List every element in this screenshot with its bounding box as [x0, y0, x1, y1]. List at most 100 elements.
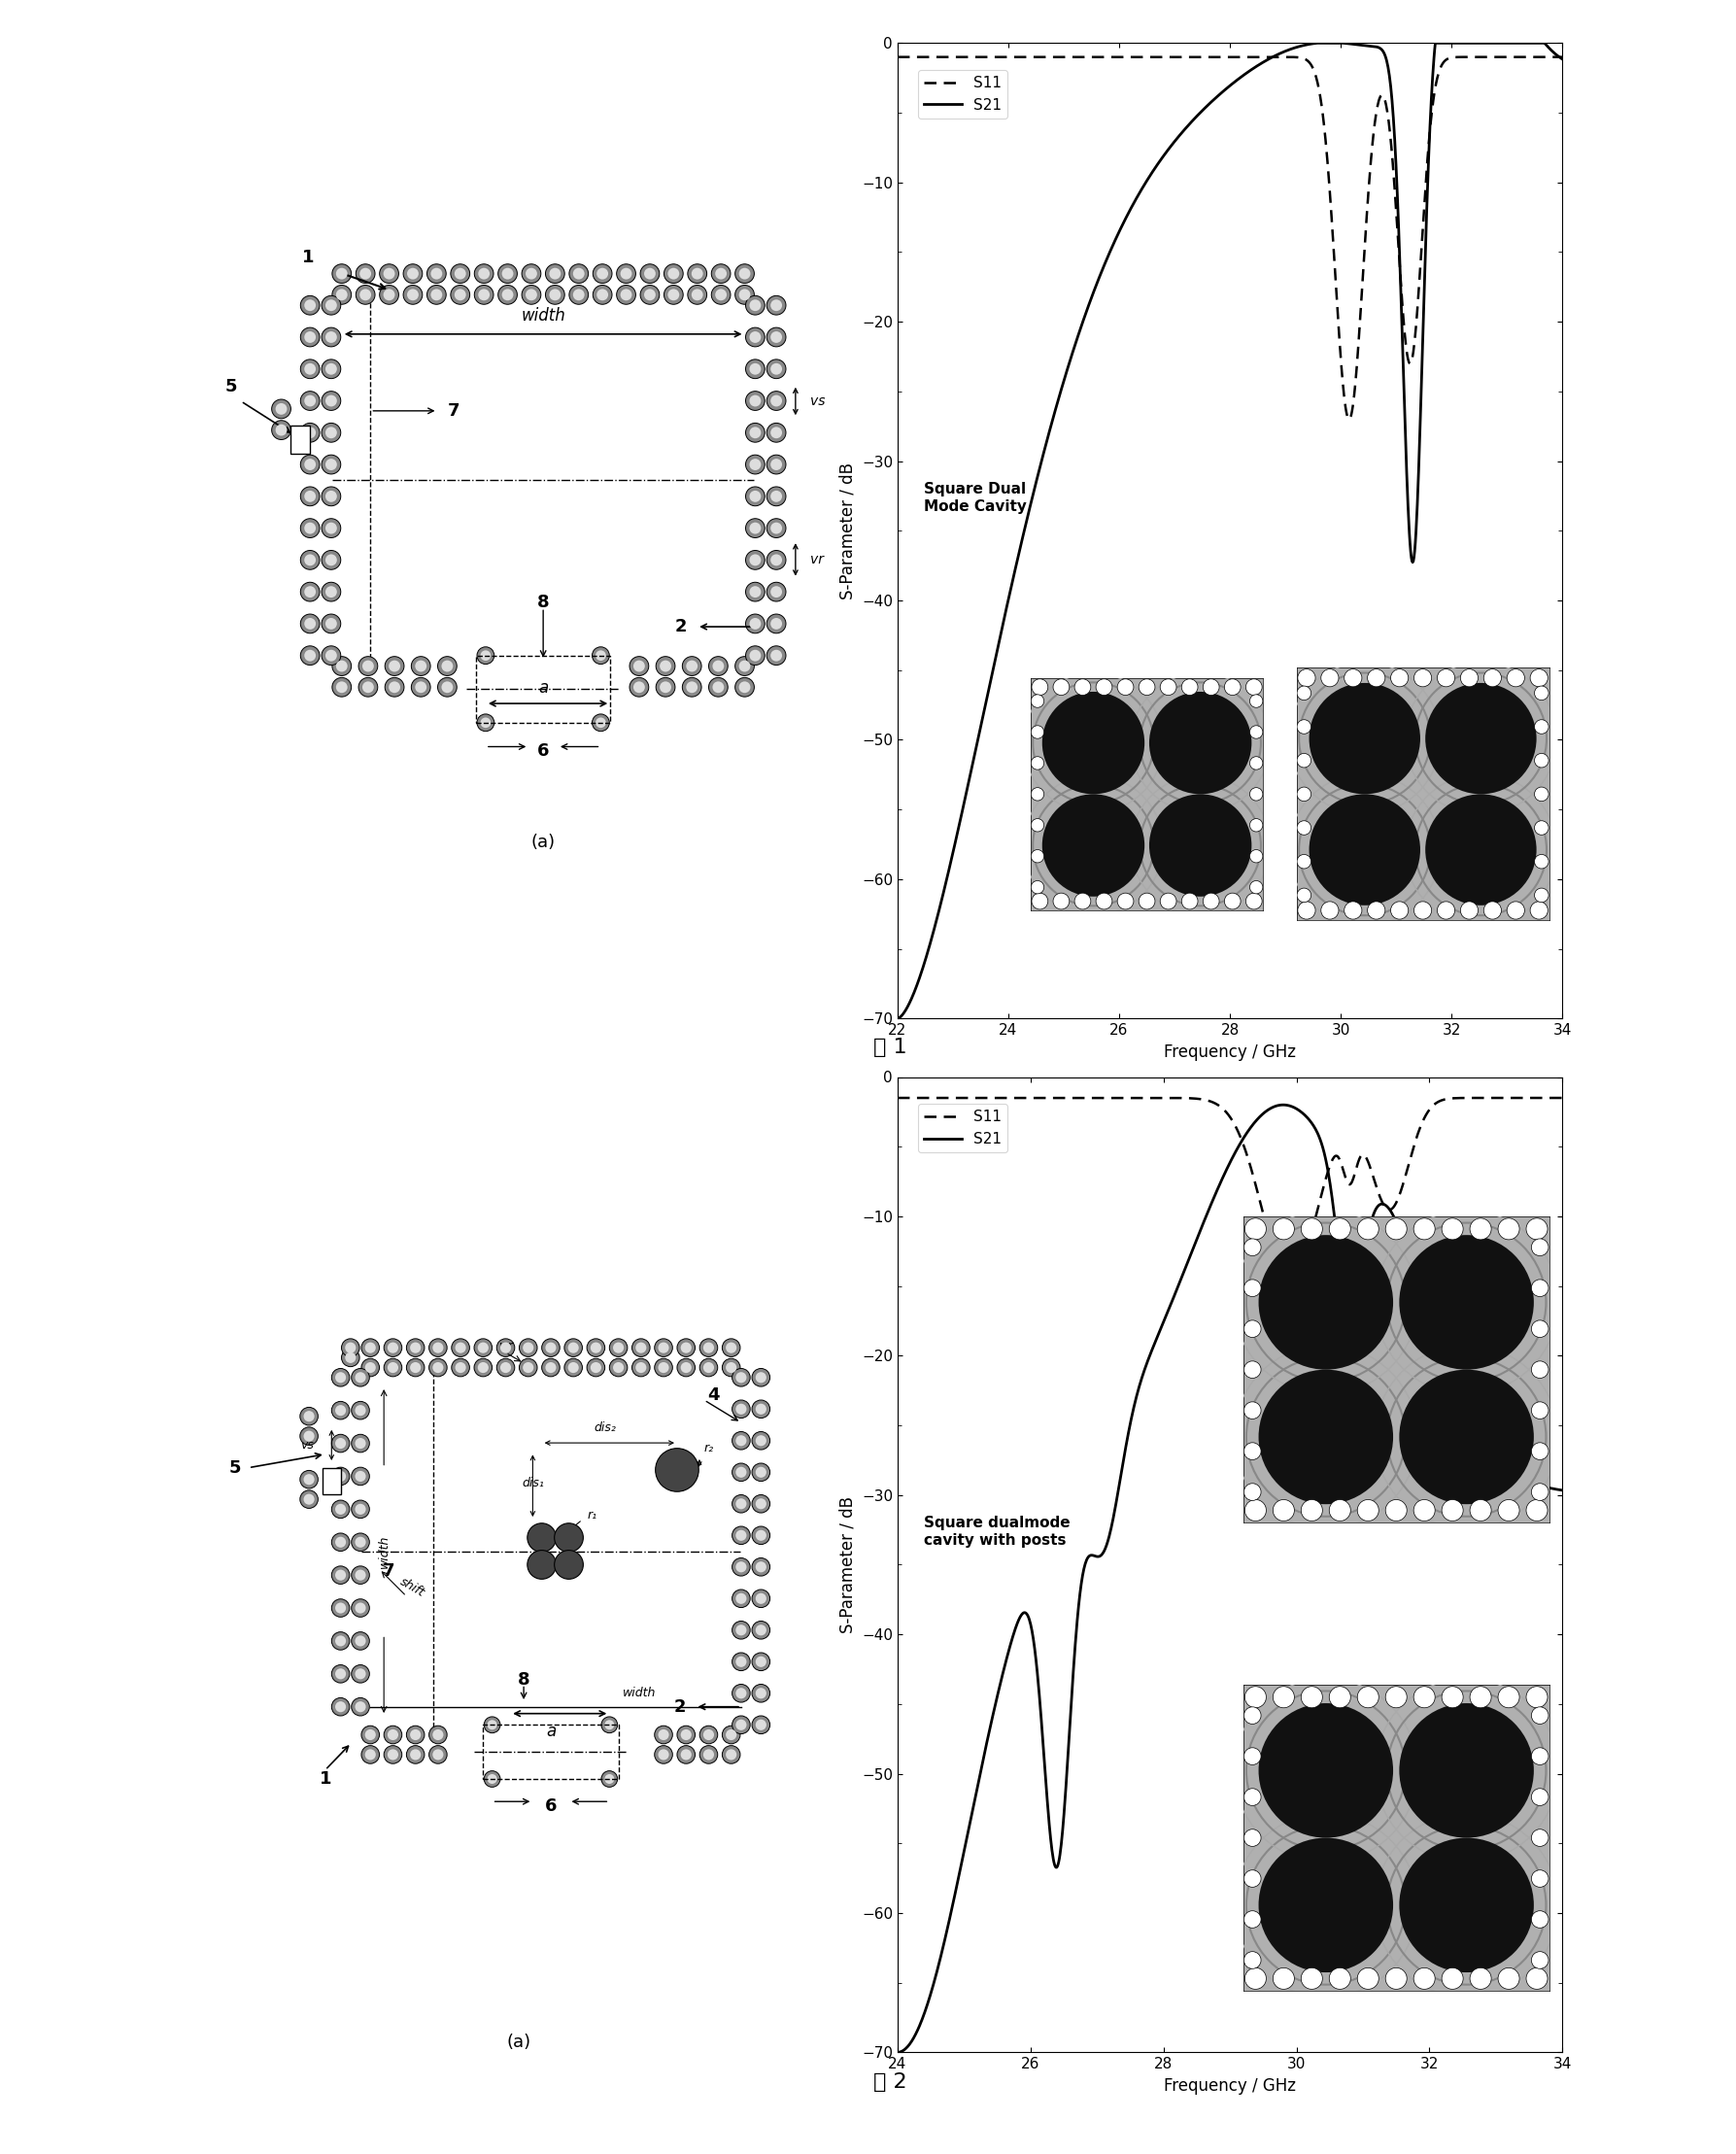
Circle shape: [726, 1361, 736, 1372]
Circle shape: [304, 651, 316, 661]
Circle shape: [356, 265, 375, 282]
Circle shape: [342, 1338, 359, 1357]
Circle shape: [321, 646, 340, 666]
Circle shape: [481, 651, 491, 661]
Circle shape: [771, 394, 783, 407]
Circle shape: [750, 459, 760, 470]
Circle shape: [771, 554, 783, 567]
S11: [1406, 306, 1427, 332]
Text: a: a: [545, 1723, 556, 1740]
Circle shape: [304, 1411, 314, 1422]
Circle shape: [356, 1570, 366, 1581]
Circle shape: [300, 1471, 318, 1488]
Circle shape: [300, 487, 319, 506]
Circle shape: [432, 1730, 443, 1740]
Circle shape: [746, 392, 766, 411]
Circle shape: [736, 1529, 746, 1540]
Circle shape: [767, 422, 786, 442]
Circle shape: [712, 284, 731, 304]
Circle shape: [771, 426, 783, 439]
Circle shape: [325, 618, 337, 629]
Circle shape: [752, 1557, 771, 1577]
Text: 5: 5: [226, 379, 238, 396]
Circle shape: [752, 1684, 771, 1702]
Text: Square Dual
Mode Cavity: Square Dual Mode Cavity: [924, 482, 1028, 513]
Circle shape: [410, 1342, 420, 1353]
Circle shape: [590, 1361, 601, 1372]
Circle shape: [356, 1635, 366, 1646]
Circle shape: [752, 1717, 771, 1734]
Circle shape: [736, 1404, 746, 1415]
Circle shape: [387, 1749, 398, 1760]
Circle shape: [750, 554, 760, 567]
Circle shape: [474, 284, 493, 304]
Circle shape: [321, 454, 340, 474]
Text: 4: 4: [707, 1387, 719, 1404]
Circle shape: [542, 1338, 559, 1357]
Circle shape: [356, 1372, 366, 1383]
Circle shape: [734, 284, 753, 304]
Circle shape: [406, 1359, 425, 1376]
S21: [1307, 30, 1328, 56]
Circle shape: [406, 1725, 425, 1745]
S21: [1180, 110, 1201, 136]
Circle shape: [595, 717, 606, 728]
Circle shape: [300, 327, 319, 347]
Circle shape: [601, 1717, 618, 1734]
Circle shape: [523, 284, 542, 304]
Text: vr: vr: [811, 554, 823, 567]
Circle shape: [682, 657, 701, 676]
Circle shape: [771, 618, 783, 629]
Circle shape: [451, 265, 470, 282]
S21: [887, 2040, 908, 2066]
X-axis label: Frequency / GHz: Frequency / GHz: [1163, 1043, 1297, 1060]
Circle shape: [321, 422, 340, 442]
Circle shape: [385, 657, 404, 676]
Circle shape: [335, 1570, 345, 1581]
Text: 2: 2: [675, 618, 687, 635]
Text: Square dualmode
cavity with posts: Square dualmode cavity with posts: [924, 1516, 1071, 1547]
Y-axis label: S-Parameter / dB: S-Parameter / dB: [838, 463, 856, 599]
Circle shape: [484, 1771, 500, 1788]
Circle shape: [498, 265, 517, 282]
Circle shape: [767, 392, 786, 411]
Circle shape: [700, 1745, 717, 1764]
Bar: [483, 1725, 618, 1779]
Text: 6: 6: [545, 1796, 557, 1816]
Circle shape: [755, 1499, 766, 1510]
Circle shape: [687, 265, 707, 282]
Circle shape: [746, 646, 766, 666]
Circle shape: [345, 1353, 356, 1363]
Circle shape: [356, 284, 375, 304]
Circle shape: [477, 289, 490, 302]
Circle shape: [427, 284, 446, 304]
S21: [1344, 1299, 1364, 1325]
Circle shape: [740, 267, 750, 280]
Circle shape: [321, 614, 340, 633]
Circle shape: [429, 1745, 448, 1764]
Circle shape: [736, 1499, 746, 1510]
Circle shape: [644, 267, 656, 280]
Circle shape: [755, 1529, 766, 1540]
Circle shape: [654, 1359, 672, 1376]
Circle shape: [406, 1338, 425, 1357]
S11: [1180, 1086, 1201, 1111]
Circle shape: [496, 1359, 514, 1376]
Circle shape: [736, 1467, 746, 1478]
Circle shape: [755, 1404, 766, 1415]
Circle shape: [569, 284, 589, 304]
Circle shape: [528, 1523, 556, 1553]
Circle shape: [609, 1338, 627, 1357]
Circle shape: [455, 289, 465, 302]
Circle shape: [700, 1725, 717, 1745]
Text: shift: shift: [398, 1575, 427, 1598]
Circle shape: [767, 614, 786, 633]
Text: r₂: r₂: [705, 1443, 713, 1454]
Circle shape: [734, 679, 753, 696]
Circle shape: [733, 1368, 750, 1387]
Circle shape: [733, 1684, 750, 1702]
Circle shape: [359, 679, 378, 696]
Circle shape: [733, 1495, 750, 1512]
Circle shape: [755, 1719, 766, 1730]
Circle shape: [658, 1342, 668, 1353]
